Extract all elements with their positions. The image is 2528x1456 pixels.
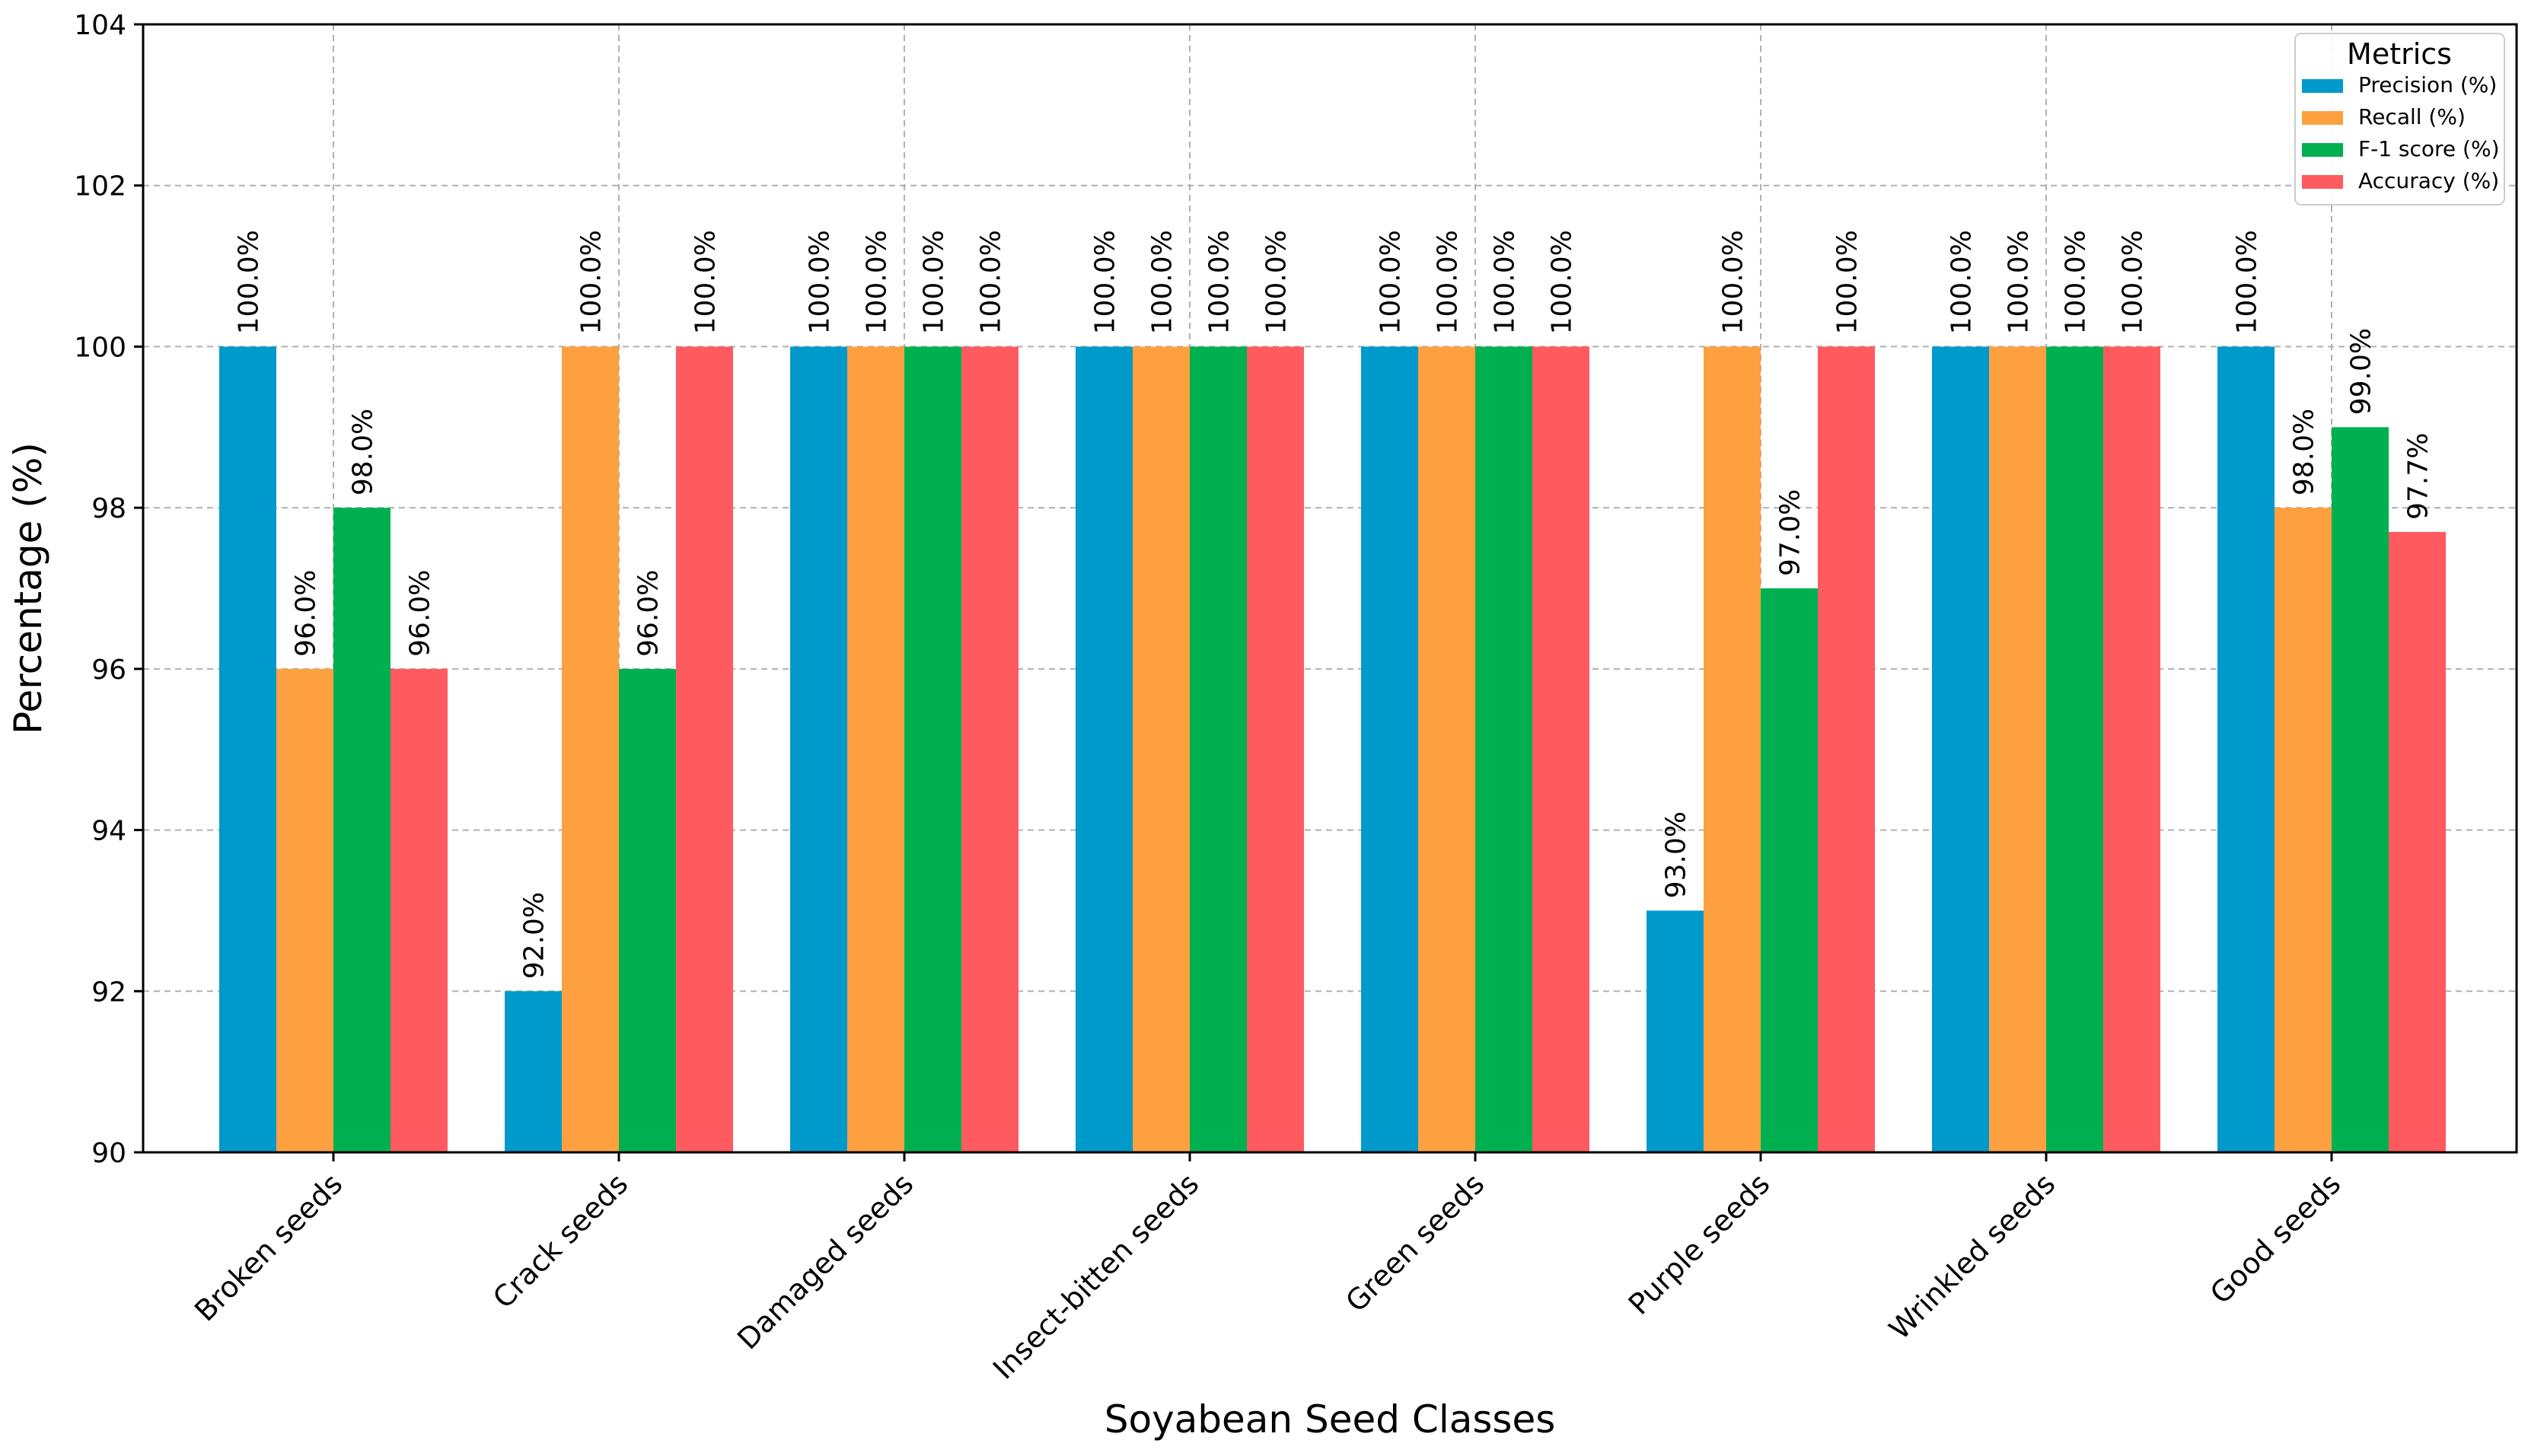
bar-value-label: 100.0% — [576, 230, 607, 334]
bar-value-label: 100.0% — [1147, 230, 1178, 334]
bar — [619, 668, 676, 1152]
bar — [1133, 346, 1190, 1152]
bar-value-label: 98.0% — [348, 409, 379, 495]
bar — [676, 346, 733, 1152]
legend-box — [2294, 33, 2505, 205]
bar-value-label: 100.0% — [919, 230, 950, 334]
bar-value-label: 97.7% — [2403, 433, 2434, 520]
bar-value-label: 100.0% — [1547, 230, 1578, 334]
bar-value-label: 100.0% — [1946, 230, 1978, 334]
bar-value-label: 97.0% — [1775, 489, 1806, 576]
legend-label: F-1 score (%) — [2358, 136, 2500, 161]
data-labels: 100.0% 92.0% 100.0% 100.0% 100.0% 93.0% 100.0%… — [234, 230, 2434, 979]
bar — [2389, 531, 2446, 1152]
bar-value-label: 96.0% — [291, 569, 322, 656]
legend-label: Precision (%) — [2358, 72, 2497, 97]
bar — [333, 508, 391, 1152]
bar — [904, 346, 961, 1152]
bar — [2103, 346, 2160, 1152]
bar — [1418, 346, 1475, 1152]
y-tick-label: 96 — [91, 655, 126, 686]
y-axis-title: Percentage (%) — [6, 442, 50, 734]
x-axis-title: Soyabean Seed Classes — [1105, 1397, 1556, 1442]
bar — [847, 346, 904, 1152]
y-tick-label: 104 — [74, 10, 126, 41]
bar — [1361, 346, 1418, 1152]
bar-value-label: 100.0% — [2118, 230, 2149, 334]
y-tick-label: 100 — [74, 332, 126, 363]
bar — [2046, 346, 2103, 1152]
legend-label: Recall (%) — [2358, 104, 2466, 129]
bar — [562, 346, 619, 1152]
plot-area-frame — [142, 23, 2518, 1154]
bar-value-label: 93.0% — [1661, 811, 1692, 898]
y-tick-label: 98 — [91, 493, 126, 524]
legend-label: Accuracy (%) — [2358, 168, 2499, 193]
bar — [1190, 346, 1247, 1152]
bar-value-label: 100.0% — [1376, 230, 1407, 334]
bar-value-label: 100.0% — [862, 230, 893, 334]
bar-value-label: 100.0% — [1204, 230, 1235, 334]
bar — [1989, 346, 2046, 1152]
y-tick-label: 94 — [91, 816, 126, 847]
bar — [2217, 346, 2275, 1152]
y-tick-label: 90 — [91, 1138, 126, 1169]
bar — [1818, 346, 1875, 1152]
bar-value-label: 100.0% — [1261, 230, 1293, 334]
bar-value-label: 100.0% — [1090, 230, 1121, 334]
bar — [1076, 346, 1133, 1152]
y-tick-label: 102 — [74, 171, 126, 202]
bar-value-label: 99.0% — [2346, 328, 2377, 415]
bar-value-label: 100.0% — [1490, 230, 1521, 334]
legend-swatch — [2302, 175, 2343, 189]
bar — [961, 346, 1019, 1152]
legend: Metrics Precision (%) Recall (%) F-1 score… — [2294, 33, 2505, 205]
bars — [219, 346, 2446, 1152]
bar — [219, 346, 276, 1152]
bar-value-label: 96.0% — [405, 569, 436, 656]
legend-items: Precision (%) Recall (%) F-1 score (%) Accu… — [2302, 72, 2500, 193]
bar — [1704, 346, 1761, 1152]
bar-value-label: 100.0% — [1832, 230, 1863, 334]
legend-title: Metrics — [2347, 37, 2452, 71]
bar-value-label: 98.0% — [2289, 409, 2320, 495]
bar — [1532, 346, 1589, 1152]
bar — [1475, 346, 1532, 1152]
bar — [505, 991, 562, 1152]
bar — [1932, 346, 1989, 1152]
bar-value-label: 100.0% — [805, 230, 836, 334]
bar-value-label: 100.0% — [1433, 230, 1464, 334]
legend-swatch — [2302, 143, 2343, 157]
bar-value-label: 92.0% — [519, 892, 550, 979]
bar — [2332, 427, 2389, 1152]
legend-swatch — [2302, 79, 2343, 93]
bar-value-label: 100.0% — [1718, 230, 1749, 334]
bar-value-label: 100.0% — [690, 230, 722, 334]
bar — [1247, 346, 1304, 1152]
bar — [790, 346, 847, 1152]
bar — [276, 668, 333, 1152]
bar — [1647, 910, 1704, 1152]
bar-value-label: 100.0% — [976, 230, 1007, 334]
bar — [2275, 508, 2332, 1152]
bar-value-label: 100.0% — [2004, 230, 2035, 334]
bar — [391, 668, 448, 1152]
bar-value-label: 100.0% — [2232, 230, 2263, 334]
bar-value-label: 96.0% — [633, 569, 665, 656]
bar-value-label: 100.0% — [2061, 230, 2092, 334]
bar-value-label: 100.0% — [234, 230, 265, 334]
bar — [1761, 588, 1818, 1152]
y-tick-label: 92 — [91, 977, 126, 1008]
legend-swatch — [2302, 111, 2343, 125]
